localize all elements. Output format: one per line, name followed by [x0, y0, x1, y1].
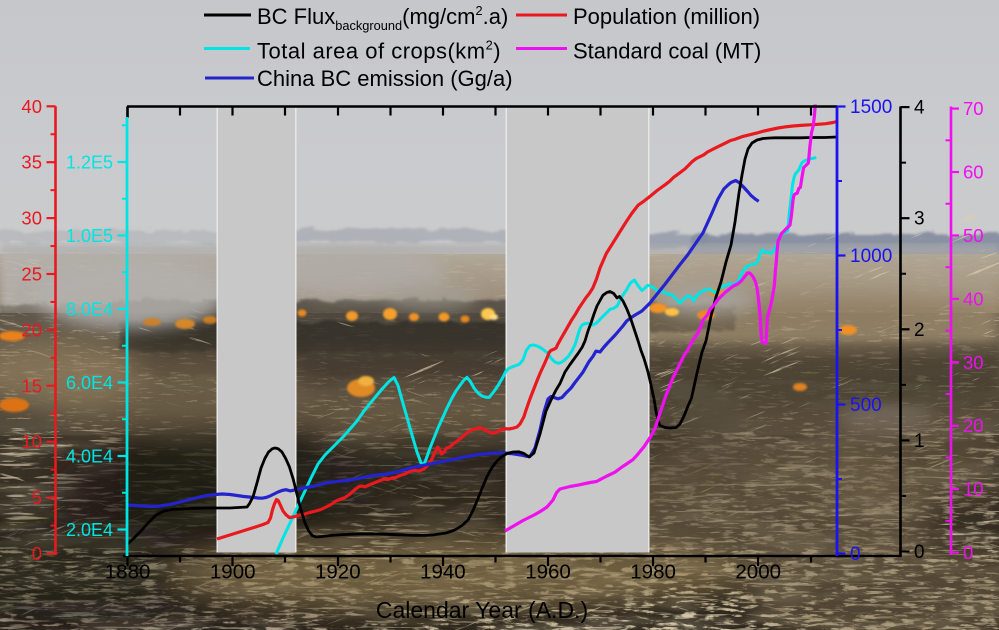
svg-text:Calendar Year (A.D.): Calendar Year (A.D.) [376, 597, 588, 623]
svg-text:10: 10 [21, 431, 42, 452]
svg-text:1880: 1880 [105, 561, 151, 584]
svg-text:1: 1 [914, 431, 925, 452]
svg-text:60: 60 [963, 162, 984, 183]
svg-text:6.0E4: 6.0E4 [66, 373, 113, 393]
svg-text:2000: 2000 [735, 561, 781, 584]
svg-text:1940: 1940 [420, 561, 466, 584]
svg-text:China BC emission (Gg/a): China BC emission (Gg/a) [257, 66, 513, 91]
svg-text:50: 50 [963, 225, 984, 246]
svg-text:8.0E4: 8.0E4 [66, 300, 113, 320]
svg-text:1920: 1920 [315, 561, 361, 584]
svg-text:BC Fluxbackground(mg/cm2.a): BC Fluxbackground(mg/cm2.a) [257, 3, 508, 33]
svg-text:Population (million): Population (million) [573, 4, 760, 29]
svg-text:20: 20 [963, 415, 984, 436]
svg-text:1500: 1500 [850, 97, 892, 118]
svg-text:35: 35 [21, 152, 42, 173]
svg-text:20: 20 [21, 319, 42, 340]
svg-text:500: 500 [850, 395, 882, 416]
svg-text:40: 40 [963, 288, 984, 309]
svg-text:4: 4 [914, 98, 925, 119]
svg-text:1.0E5: 1.0E5 [66, 226, 113, 246]
svg-text:3: 3 [914, 209, 925, 230]
svg-text:2.0E4: 2.0E4 [66, 520, 113, 540]
svg-text:1000: 1000 [850, 246, 892, 267]
svg-text:4.0E4: 4.0E4 [66, 447, 113, 467]
svg-text:1.2E5: 1.2E5 [66, 153, 113, 173]
svg-text:1960: 1960 [525, 561, 571, 584]
svg-text:Standard coal (MT): Standard coal (MT) [573, 39, 761, 64]
svg-text:2: 2 [914, 320, 925, 341]
svg-text:0: 0 [963, 542, 973, 563]
svg-text:5: 5 [32, 487, 42, 508]
svg-text:Total area of crops(km2): Total area of crops(km2) [257, 38, 501, 64]
svg-text:25: 25 [21, 264, 42, 285]
svg-text:10: 10 [963, 479, 984, 500]
svg-text:1980: 1980 [630, 561, 676, 584]
svg-text:0: 0 [914, 542, 925, 563]
svg-text:30: 30 [21, 208, 42, 229]
svg-text:0: 0 [32, 543, 42, 564]
svg-text:1900: 1900 [210, 561, 256, 584]
svg-text:70: 70 [963, 98, 984, 119]
svg-text:0: 0 [850, 544, 861, 565]
svg-text:30: 30 [963, 352, 984, 373]
svg-text:15: 15 [21, 375, 42, 396]
svg-text:40: 40 [21, 96, 42, 117]
